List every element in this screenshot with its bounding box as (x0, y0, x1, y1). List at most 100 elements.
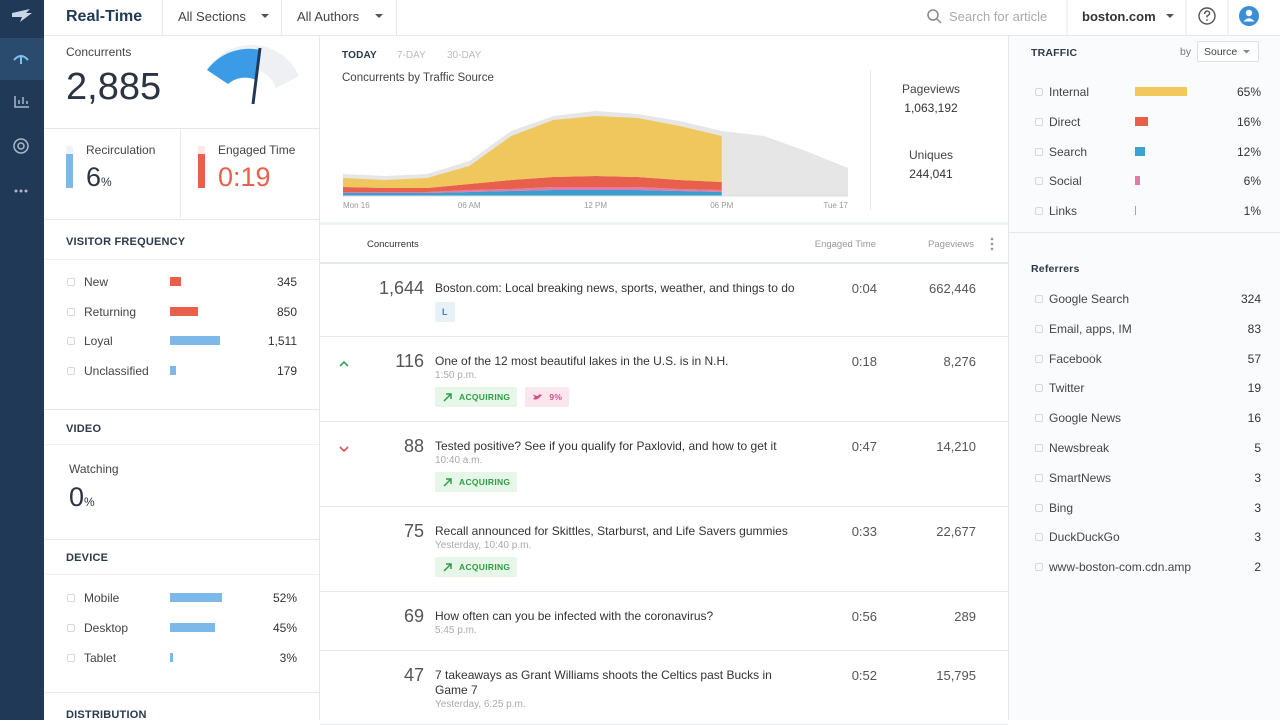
item-value: 3 (1254, 500, 1261, 515)
engaged-value: 0:19 (218, 162, 271, 192)
tag-section[interactable]: L (435, 302, 455, 322)
area-series (343, 190, 722, 196)
area-series (343, 116, 722, 188)
row-concurrents: 88 (403, 436, 424, 456)
sections-dropdown[interactable]: All Sections (178, 9, 246, 24)
checkbox[interactable] (67, 654, 75, 662)
checkbox[interactable] (67, 337, 75, 346)
article-row[interactable]: 69 How often can you be infected with the… (320, 592, 1008, 651)
engaged-label: Engaged Time (218, 143, 296, 157)
tab-today[interactable]: TODAY (342, 50, 377, 61)
article-title[interactable]: One of the 12 most beautiful lakes in th… (435, 354, 729, 368)
item-value: 45% (272, 621, 297, 635)
checkbox[interactable] (1035, 503, 1043, 512)
item-label: Direct (1049, 114, 1081, 129)
checkbox[interactable] (67, 624, 75, 632)
search-icon[interactable] (927, 9, 939, 21)
checkbox[interactable] (67, 307, 75, 316)
row-main: Recall announced for Skittles, Starburst… (435, 524, 805, 577)
item-value: 324 (1240, 292, 1261, 306)
nav-more-icon[interactable] (14, 189, 28, 193)
article-table: 1,644 Boston.com: Local breaking news, sp… (320, 264, 1008, 725)
item-label: Google News (1049, 411, 1122, 426)
checkbox[interactable] (1035, 384, 1043, 393)
column-header[interactable]: Pageviews (928, 239, 974, 250)
tag-acquiring[interactable]: ACQUIRING (435, 472, 518, 492)
checkbox[interactable] (1035, 473, 1043, 482)
checkbox[interactable] (67, 278, 75, 286)
checkbox[interactable] (1035, 563, 1043, 572)
item-value: 6% (1243, 174, 1261, 189)
row-main: Tested positive? See if you qualify for … (435, 439, 805, 492)
tab-7day[interactable]: 7-DAY (397, 50, 426, 61)
source-dropdown[interactable]: Source (1197, 41, 1259, 62)
article-row[interactable]: 116 One of the 12 most beautiful lakes in… (320, 337, 1008, 422)
tab-30day[interactable]: 30-DAY (447, 50, 482, 61)
area-series (343, 176, 722, 192)
nav-goals-icon[interactable] (13, 138, 29, 154)
bar (170, 277, 182, 286)
row-left: 1,644 (320, 278, 424, 322)
authors-dropdown[interactable]: All Authors (297, 9, 360, 24)
nav-realtime-icon[interactable] (13, 55, 29, 64)
checkbox[interactable] (1035, 177, 1043, 186)
tag-acquiring[interactable]: ACQUIRING (435, 557, 518, 577)
column-header[interactable]: Concurrents (367, 239, 419, 250)
checkbox[interactable] (1035, 207, 1043, 216)
checkbox[interactable] (1035, 533, 1043, 542)
checkbox[interactable] (1035, 444, 1043, 452)
row-engaged: 0:52 (851, 668, 877, 683)
item-label: Twitter (1049, 381, 1085, 396)
tag-twitter[interactable]: 9% (525, 387, 570, 407)
checkbox[interactable] (1035, 295, 1043, 303)
search-input[interactable]: Search for article (949, 9, 1048, 24)
checkbox[interactable] (1035, 324, 1043, 333)
uniques-label: Uniques (908, 148, 954, 162)
section-header: Referrers (1031, 263, 1080, 275)
item-label: Social (1049, 174, 1082, 189)
trend-arrow (339, 446, 349, 453)
item-label: New (84, 275, 109, 289)
article-title[interactable]: How often can you be infected with the c… (435, 609, 714, 623)
checkbox[interactable] (1035, 354, 1043, 363)
row-main: Boston.com: Local breaking news, sports,… (435, 281, 805, 322)
article-row[interactable]: 75 Recall announced for Skittles, Starbur… (320, 507, 1008, 592)
item-label: Newsbreak (1049, 441, 1110, 455)
tag-acquiring[interactable]: ACQUIRING (435, 387, 518, 407)
item-label: Internal (1049, 85, 1090, 99)
row-left: 69 (320, 606, 424, 636)
row-engaged: 0:47 (851, 439, 877, 454)
article-title[interactable]: Tested positive? See if you qualify for … (435, 439, 777, 453)
article-title[interactable]: Boston.com: Local breaking news, sports,… (435, 281, 795, 295)
row-pageviews: 662,446 (929, 281, 976, 296)
article-title[interactable]: 7 takeaways as Grant Williams shoots the… (435, 668, 772, 697)
row-engaged: 0:04 (851, 281, 877, 296)
checkbox[interactable] (1035, 414, 1043, 423)
checkbox[interactable] (67, 594, 75, 602)
article-row[interactable]: 47 7 takeaways as Grant Williams shoots t… (320, 651, 1008, 725)
article-row[interactable]: 1,644 Boston.com: Local breaking news, sp… (320, 264, 1008, 337)
item-value: 850 (276, 304, 297, 319)
checkbox[interactable] (67, 367, 75, 376)
site-dropdown[interactable]: boston.com (1082, 9, 1156, 24)
checkbox[interactable] (1035, 88, 1043, 96)
tags: ACQUIRING 9% (435, 387, 805, 407)
tags: ACQUIRING (435, 472, 805, 492)
app-title: Real-Time (66, 8, 143, 25)
item-label: Tablet (84, 651, 117, 665)
column-header[interactable]: Engaged Time (814, 239, 876, 250)
checkbox[interactable] (1035, 147, 1043, 156)
article-row[interactable]: 88 Tested positive? See if you qualify fo… (320, 422, 1008, 507)
bar (1135, 87, 1187, 96)
table-menu[interactable] (988, 236, 996, 254)
watching-number: 0 (69, 482, 85, 512)
row-pageviews: 14,210 (936, 439, 976, 454)
nav-reports-icon[interactable] (14, 96, 29, 108)
article-title[interactable]: Recall announced for Skittles, Starburst… (435, 524, 788, 538)
item-value: 3% (279, 651, 297, 665)
logo-icon[interactable] (12, 9, 32, 22)
help-icon[interactable] (1198, 7, 1216, 25)
checkbox[interactable] (1035, 117, 1043, 126)
trend-down (339, 446, 349, 453)
row-concurrents: 69 (403, 606, 424, 626)
